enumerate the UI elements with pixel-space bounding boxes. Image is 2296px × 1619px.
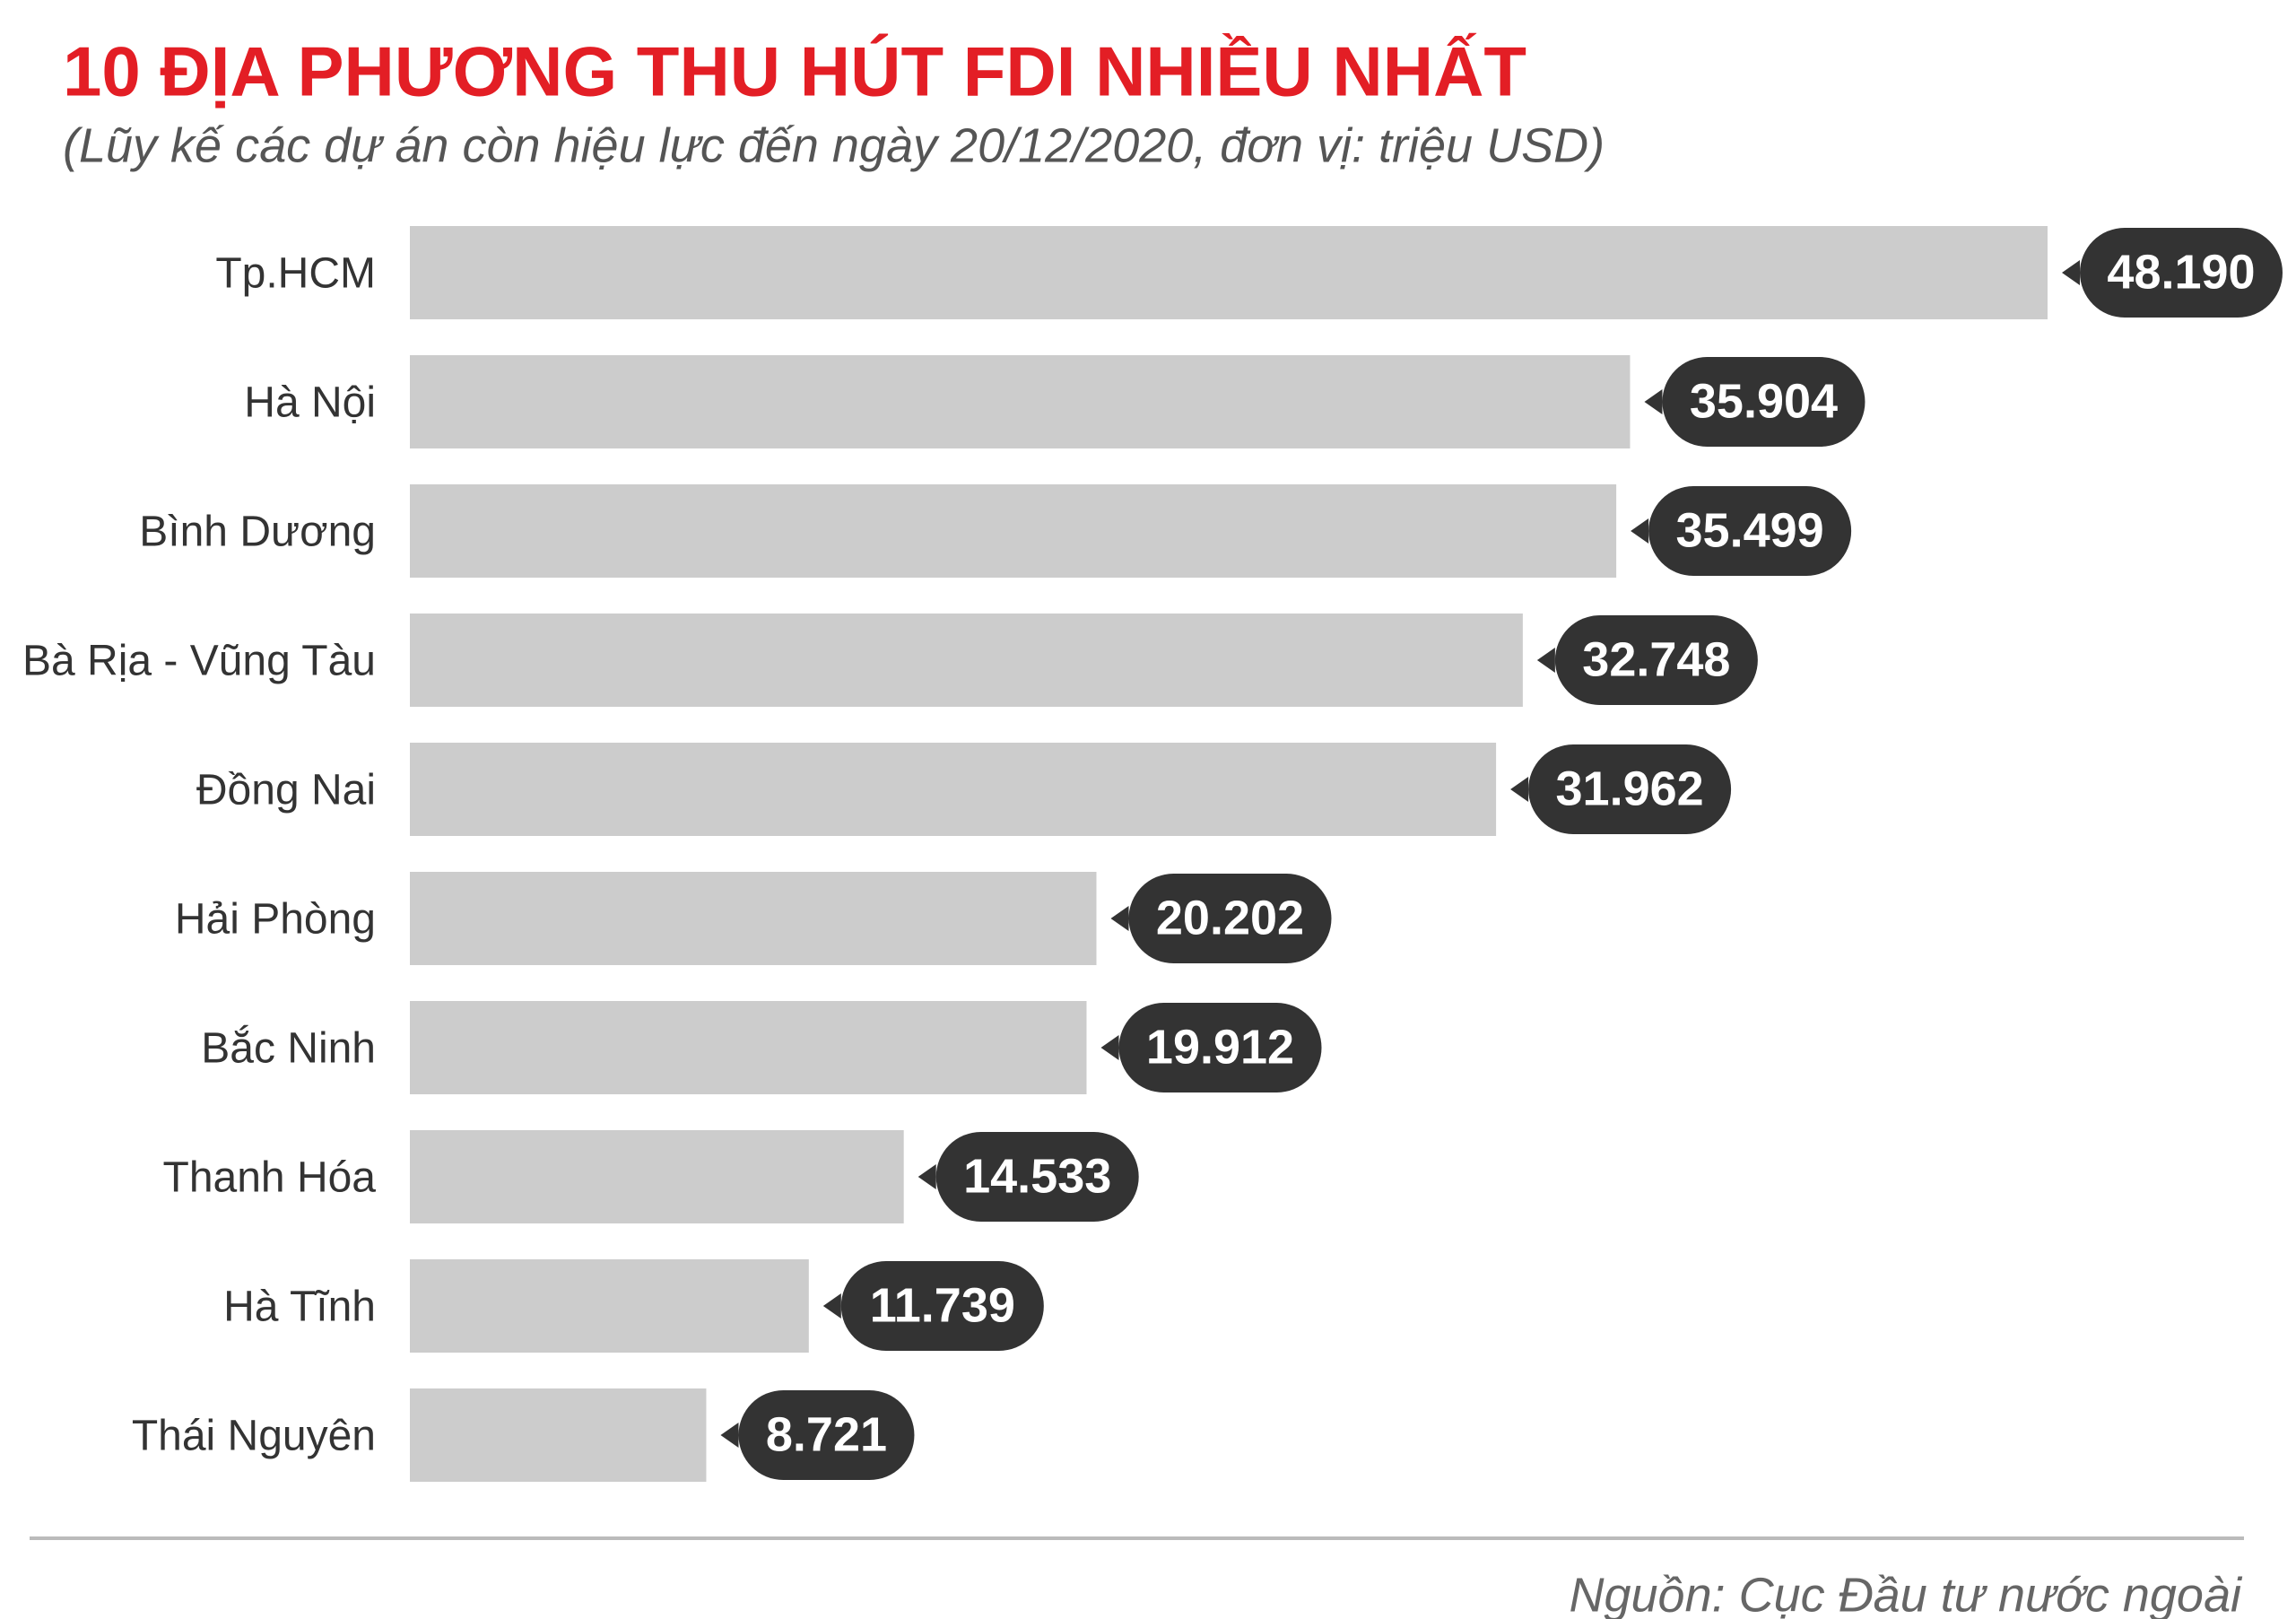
category-label: Tp.HCM (215, 250, 376, 298)
value-bubble (2080, 228, 2283, 318)
bar (410, 614, 1523, 707)
category-label: Hà Nội (244, 379, 376, 427)
bar (410, 1001, 1087, 1094)
value-bubble (1662, 357, 1866, 447)
value-bubble (822, 1293, 841, 1319)
value-bubble (1648, 486, 1852, 576)
bar (410, 1388, 707, 1482)
value-label: 48.190 (2107, 245, 2255, 299)
bar (410, 743, 1497, 836)
value-bubble (1128, 874, 1332, 963)
value-bubble (1100, 1035, 1119, 1060)
value-bubble (1644, 389, 1663, 414)
value-bubble (840, 1261, 1044, 1351)
value-label: 14.533 (963, 1149, 1111, 1203)
value-label: 32.748 (1582, 632, 1730, 686)
category-label: Bà Rịa - Vũng Tàu (22, 638, 376, 685)
value-bubble (935, 1132, 1139, 1222)
category-label: Bắc Ninh (201, 1024, 376, 1073)
bar (410, 484, 1617, 578)
value-bubble (1536, 648, 1555, 673)
value-label: 19.912 (1146, 1020, 1294, 1074)
category-label: Thanh Hóa (163, 1154, 377, 1202)
value-bubble (1510, 777, 1529, 802)
chart-title: 10 ĐỊA PHƯƠNG THU HÚT FDI NHIỀU NHẤT (63, 32, 1526, 111)
category-label: Đồng Nai (196, 767, 376, 814)
value-label: 20.202 (1156, 891, 1304, 944)
value-bubble (1554, 615, 1758, 705)
value-bubble (2062, 260, 2080, 285)
value-bubble (738, 1390, 915, 1480)
category-label: Bình Dương (139, 509, 376, 556)
category-label: Hải Phòng (175, 896, 376, 944)
value-label: 35.499 (1676, 503, 1824, 557)
value-label: 31.962 (1556, 762, 1704, 815)
source: Nguồn: Cục Đầu tư nước ngoài (1570, 1568, 2243, 1619)
bar (410, 226, 2048, 319)
bar (410, 355, 1631, 448)
category-label: Hà Tĩnh (223, 1284, 376, 1331)
bar (410, 872, 1097, 965)
value-bubble (1118, 1003, 1322, 1092)
value-bubble (1110, 906, 1129, 931)
value-label: 8.721 (766, 1407, 887, 1461)
bar (410, 1130, 904, 1223)
value-bubble (918, 1164, 936, 1189)
category-label: Thái Nguyên (132, 1413, 376, 1460)
value-label: 11.739 (870, 1278, 1015, 1332)
value-bubble (1528, 744, 1732, 834)
bar (410, 1259, 809, 1353)
chart-subtitle: (Lũy kế các dự án còn hiệu lực đến ngày … (63, 118, 1605, 172)
value-label: 35.904 (1690, 374, 1838, 428)
value-bubble (720, 1423, 739, 1448)
value-bubble (1631, 518, 1649, 544)
